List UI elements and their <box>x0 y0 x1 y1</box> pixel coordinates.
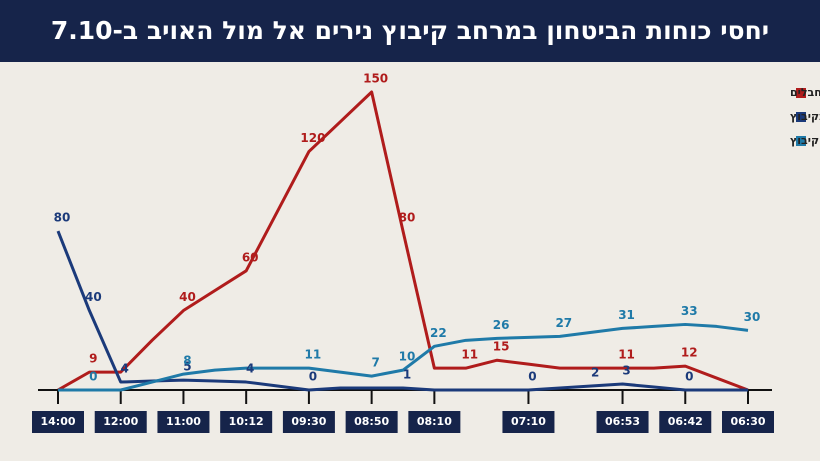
data-label: 10 <box>399 350 416 364</box>
data-label: 5 <box>183 360 191 374</box>
data-label: 0 <box>528 370 536 384</box>
data-label: 4 <box>246 362 254 376</box>
data-label: 80 <box>399 211 416 225</box>
x-tick-label: 09:30 <box>291 415 326 428</box>
x-tick-label: 07:10 <box>511 415 546 428</box>
data-label: 40 <box>179 290 196 304</box>
data-label: 11 <box>618 348 635 362</box>
data-label: 120 <box>300 131 325 145</box>
data-label: 12 <box>681 346 698 360</box>
x-tick-label: 06:53 <box>605 415 640 428</box>
x-tick-label: 06:30 <box>730 415 765 428</box>
title-banner <box>0 0 820 62</box>
data-label: 4 <box>121 362 129 376</box>
data-label: 30 <box>744 310 761 324</box>
x-tick-box <box>722 411 774 433</box>
x-tick-box <box>502 411 555 433</box>
x-tick-box <box>345 411 398 433</box>
data-label: 1 <box>403 368 411 382</box>
data-label: 26 <box>493 318 510 332</box>
x-tick-label: 14:00 <box>40 415 75 428</box>
x-tick-label: 08:50 <box>354 415 389 428</box>
data-label: 15 <box>493 340 510 354</box>
data-label: 150 <box>363 72 388 86</box>
x-tick-box <box>408 411 461 433</box>
series-line <box>56 230 748 392</box>
series-line <box>58 322 749 392</box>
x-tick-box <box>659 411 712 433</box>
data-label: 0 <box>89 370 97 384</box>
x-tick-box <box>32 411 84 433</box>
legend-swatch <box>796 136 806 146</box>
data-label: 3 <box>622 364 630 378</box>
x-tick-box <box>282 411 335 433</box>
x-tick-box <box>94 411 147 433</box>
data-label: 80 <box>54 211 71 225</box>
data-label: 2 <box>591 366 599 380</box>
x-tick-label: 10:12 <box>229 415 264 428</box>
data-label: 31 <box>618 308 635 322</box>
data-label: 11 <box>461 348 478 362</box>
series-line <box>57 90 749 392</box>
data-label: 27 <box>555 316 572 330</box>
legend-label: מחבלים <box>790 86 820 99</box>
data-label: 7 <box>371 356 379 370</box>
x-tick-label: 12:00 <box>103 415 138 428</box>
data-label: 0 <box>685 370 693 384</box>
x-tick-box <box>596 411 649 433</box>
data-label: 0 <box>309 370 317 384</box>
x-tick-box <box>157 411 210 433</box>
x-tick-label: 06:42 <box>668 415 703 428</box>
x-tick-label: 11:00 <box>166 415 201 428</box>
legend-label: כוחות הביטחון במרחב הקיבוץ <box>790 134 820 147</box>
data-label: 33 <box>681 304 698 318</box>
data-label: 22 <box>430 326 447 340</box>
chart-title: יחסי כוחות הביטחון במרחב קיבוץ נירים אל … <box>51 16 769 45</box>
data-label: 40 <box>85 290 102 304</box>
data-label: 60 <box>242 250 259 264</box>
legend-swatch <box>796 112 806 122</box>
legend-swatch <box>796 88 806 98</box>
data-label: 8 <box>183 354 191 368</box>
data-label: 11 <box>305 348 322 362</box>
x-tick-label: 08:10 <box>417 415 452 428</box>
data-label: 9 <box>89 352 97 366</box>
x-tick-box <box>220 411 273 433</box>
